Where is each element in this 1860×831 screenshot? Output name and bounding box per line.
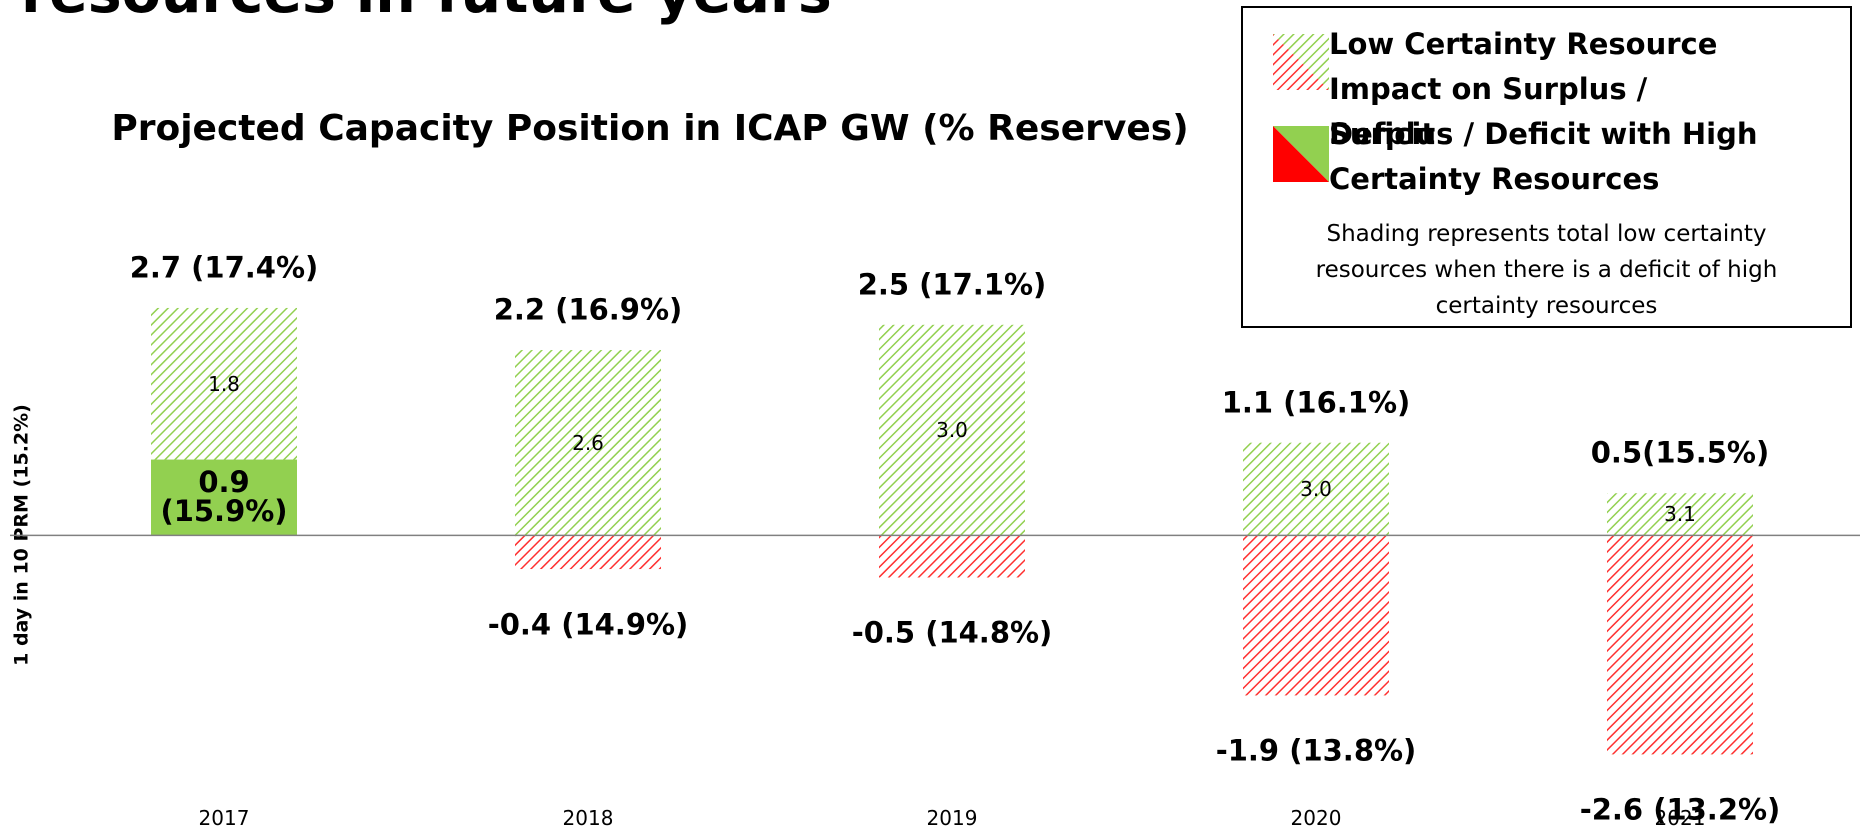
- data-label: 0.9 (15.9%): [160, 465, 288, 529]
- x-tick-label: 2018: [562, 806, 614, 830]
- bar-segment: [515, 350, 661, 570]
- x-tick-label: 2019: [926, 806, 978, 830]
- legend-swatch: [1273, 34, 1329, 90]
- legend-entry: Surplus / Deficit with High Certainty Re…: [1273, 112, 1759, 202]
- total-label: 2.2 (16.9%): [493, 292, 683, 327]
- bar-segment: [515, 535, 661, 570]
- data-label: 2.6: [572, 430, 604, 455]
- data-label: 3.0: [1300, 477, 1332, 502]
- total-label: 0.5(15.5%): [1590, 435, 1770, 470]
- bar-segment: [1607, 535, 1753, 755]
- data-label: -2.6 (13.2%): [1579, 792, 1781, 827]
- legend-entry: Low Certainty Resource Impact on Surplus…: [1273, 22, 1759, 157]
- data-label: 3.1: [1664, 502, 1696, 527]
- total-label: 1.1 (16.1%): [1221, 385, 1411, 420]
- legend: Low Certainty Resource Impact on Surplus…: [1241, 6, 1852, 328]
- legend-label: Surplus / Deficit with High Certainty Re…: [1329, 117, 1758, 196]
- bar-segment: [1243, 535, 1389, 696]
- legend-swatch: [1273, 126, 1329, 182]
- data-label: -0.5 (14.8%): [851, 615, 1053, 650]
- legend-label: Low Certainty Resource Impact on Surplus…: [1329, 27, 1718, 151]
- x-tick-label: 2020: [1290, 806, 1342, 830]
- data-label: -1.9 (13.8%): [1215, 733, 1417, 768]
- total-label: 2.7 (17.4%): [129, 250, 319, 285]
- data-label: 1.8: [208, 371, 240, 396]
- x-tick-label: 2017: [198, 806, 250, 830]
- data-label: 3.0: [936, 418, 968, 443]
- heading: resources in future years: [21, 0, 832, 26]
- bar-segment: [151, 307, 297, 460]
- data-label: -0.4 (14.9%): [487, 607, 689, 642]
- legend-note: Shading represents total low certainty r…: [1315, 221, 1778, 319]
- chart-title: Projected Capacity Position in ICAP GW (…: [111, 108, 1188, 149]
- bar-segment: [151, 459, 297, 536]
- bar-segment: [879, 535, 1025, 578]
- total-label: 2.5 (17.1%): [857, 267, 1047, 302]
- x-tick-label: 2021: [1654, 806, 1706, 830]
